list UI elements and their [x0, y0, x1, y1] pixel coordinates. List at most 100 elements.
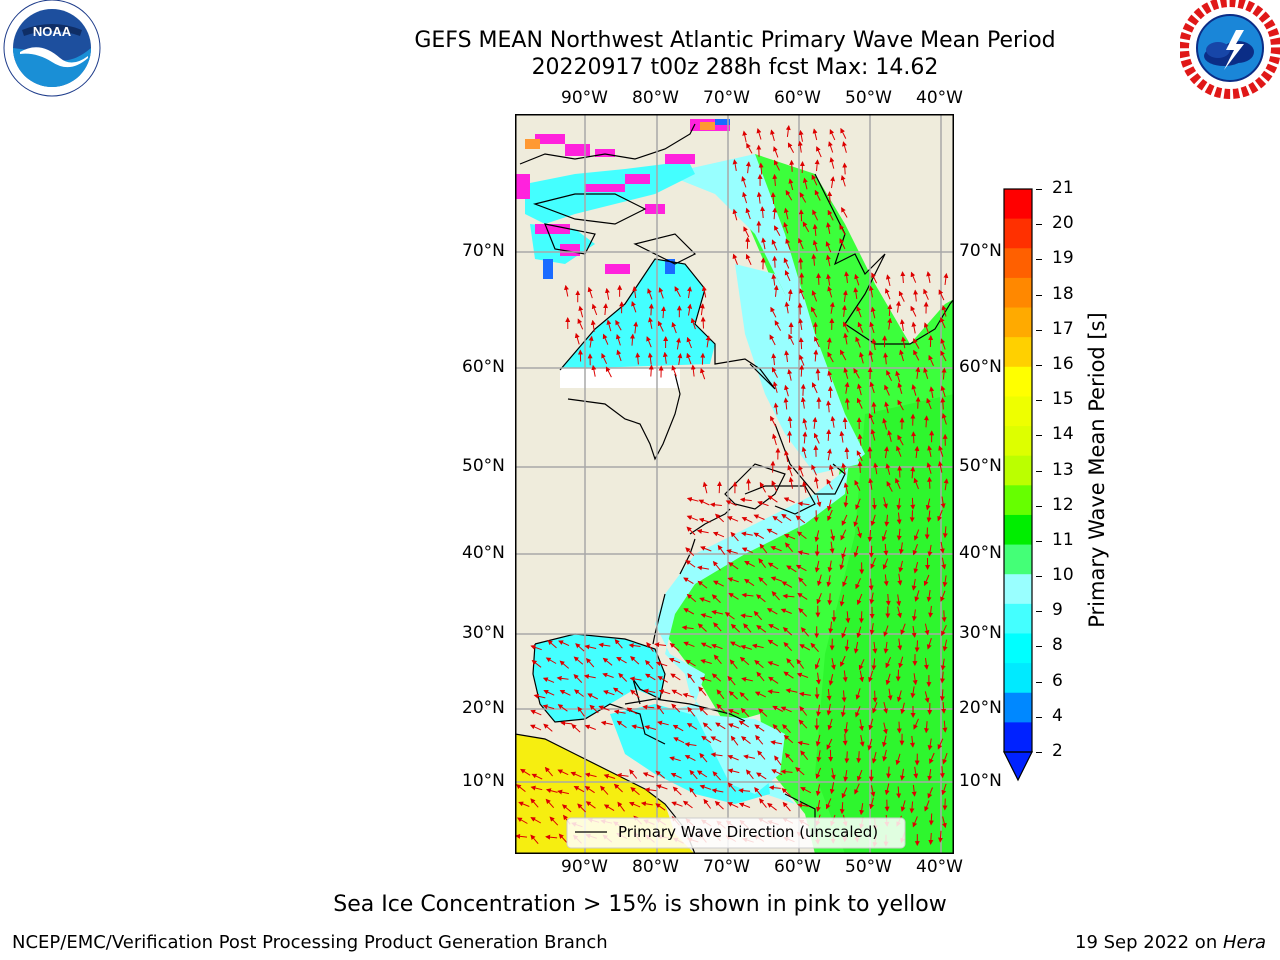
- wave-direction-arrow: [859, 803, 865, 816]
- footer-date-text: 19 Sep 2022 on: [1075, 932, 1223, 953]
- wave-direction-arrow: [686, 352, 692, 365]
- wave-direction-arrow: [774, 159, 780, 171]
- wave-direction-arrow: [774, 320, 782, 331]
- wave-direction-arrow: [843, 332, 849, 345]
- wave-direction-arrow: [606, 319, 612, 332]
- wave-direction-arrow: [839, 224, 846, 236]
- wave-direction-arrow: [911, 431, 917, 444]
- wave-direction-arrow: [927, 738, 933, 751]
- wave-direction-arrow: [689, 769, 698, 780]
- wave-direction-arrow: [895, 477, 901, 490]
- wave-direction-arrow: [942, 526, 948, 539]
- wave-direction-arrow: [926, 510, 932, 523]
- wave-direction-arrow: [940, 397, 946, 410]
- lon-label-top-90w: 90°W: [561, 88, 608, 108]
- wave-direction-arrow: [796, 531, 807, 540]
- colorbar-label: Primary Wave Mean Period [s]: [1085, 312, 1109, 628]
- wave-direction-arrow: [730, 641, 741, 648]
- wave-direction-arrow: [830, 768, 836, 780]
- direction-legend-box: [566, 817, 906, 849]
- wave-direction-arrow: [841, 462, 847, 475]
- wave-direction-arrow: [886, 481, 893, 492]
- wave-direction-arrow: [798, 209, 804, 222]
- wave-direction-arrow: [826, 738, 833, 750]
- wave-direction-arrow: [884, 514, 890, 527]
- wave-direction-arrow: [798, 607, 808, 617]
- wave-direction-arrow: [647, 288, 653, 300]
- wave-direction-arrow: [814, 159, 820, 172]
- wave-direction-arrow: [727, 782, 736, 792]
- wave-direction-arrow: [839, 238, 846, 250]
- wave-direction-arrow: [937, 509, 943, 522]
- colorbar-tick-label: 2: [1052, 741, 1063, 761]
- wave-direction-arrow: [531, 773, 543, 780]
- wave-direction-arrow: [940, 658, 946, 671]
- wave-direction-arrow: [771, 239, 778, 251]
- wave-direction-arrow: [841, 626, 847, 639]
- wave-direction-arrow: [815, 767, 822, 780]
- wave-direction-arrow: [914, 590, 920, 602]
- wave-direction-arrow: [683, 641, 695, 648]
- wave-direction-arrow: [771, 591, 780, 601]
- wave-direction-arrow: [727, 802, 739, 808]
- wave-direction-arrow: [783, 671, 794, 679]
- wave-direction-arrow: [855, 688, 861, 700]
- wave-direction-arrow: [640, 801, 653, 807]
- wave-direction-arrow: [845, 611, 851, 624]
- wave-direction-arrow: [814, 530, 820, 543]
- wave-direction-arrow: [815, 368, 821, 381]
- wave-direction-arrow: [600, 785, 609, 795]
- lat-label-right-40n: 40°N: [959, 543, 1002, 563]
- wave-direction-arrow: [766, 528, 778, 535]
- wave-direction-arrow: [772, 515, 783, 524]
- wave-direction-arrow: [655, 661, 668, 667]
- wave-direction-arrow: [870, 306, 876, 319]
- wave-direction-arrow: [700, 613, 713, 619]
- wave-direction-arrow: [577, 318, 584, 330]
- wave-direction-arrow: [784, 384, 789, 397]
- wave-direction-arrow: [626, 707, 638, 715]
- wave-direction-arrow: [759, 798, 767, 808]
- colorbar-tick-mark: [1036, 576, 1042, 578]
- wave-direction-arrow: [732, 159, 738, 171]
- wave-direction-arrow: [857, 769, 863, 782]
- wave-direction-arrow: [844, 381, 850, 394]
- wave-direction-arrow: [896, 786, 902, 799]
- wave-direction-arrow: [756, 128, 762, 140]
- wave-direction-arrow: [943, 272, 949, 285]
- wave-direction-arrow: [771, 480, 778, 492]
- wave-direction-arrow: [923, 322, 930, 334]
- wave-direction-arrow: [729, 659, 738, 670]
- wave-direction-arrow: [814, 687, 820, 700]
- wave-direction-arrow: [671, 321, 677, 334]
- wave-direction-arrow: [825, 798, 832, 810]
- wave-direction-arrow: [883, 352, 889, 365]
- wave-direction-arrow: [813, 432, 820, 444]
- wave-direction-arrow: [814, 560, 820, 573]
- sea-ice-caption: Sea Ice Concentration > 15% is shown in …: [333, 892, 947, 917]
- colorbar-tick-mark: [1036, 716, 1042, 718]
- wave-direction-arrow: [603, 303, 609, 316]
- wave-direction-arrow: [871, 272, 878, 284]
- wave-direction-arrow: [915, 366, 921, 379]
- wave-direction-arrow: [768, 785, 781, 791]
- wave-direction-arrow: [710, 736, 722, 743]
- wave-direction-arrow: [780, 769, 793, 775]
- wave-direction-arrow: [698, 517, 711, 523]
- wave-direction-arrow: [940, 496, 946, 509]
- wave-direction-arrow: [672, 724, 684, 732]
- colorbar-tick-mark: [1036, 329, 1042, 331]
- wave-direction-arrow: [690, 364, 696, 377]
- wave-direction-arrow: [872, 690, 878, 703]
- wave-direction-arrow: [782, 724, 791, 733]
- wave-direction-arrow: [573, 689, 584, 697]
- wave-direction-arrow: [813, 349, 819, 362]
- wave-direction-arrow: [584, 786, 595, 794]
- wave-direction-arrow: [826, 400, 832, 413]
- wave-direction-arrow: [942, 752, 948, 765]
- wave-direction-arrow: [870, 557, 876, 570]
- wave-direction-arrow: [728, 592, 739, 600]
- colorbar-tick-label: 18: [1052, 283, 1074, 304]
- wave-direction-arrow: [767, 639, 779, 647]
- wave-direction-arrow: [713, 580, 724, 587]
